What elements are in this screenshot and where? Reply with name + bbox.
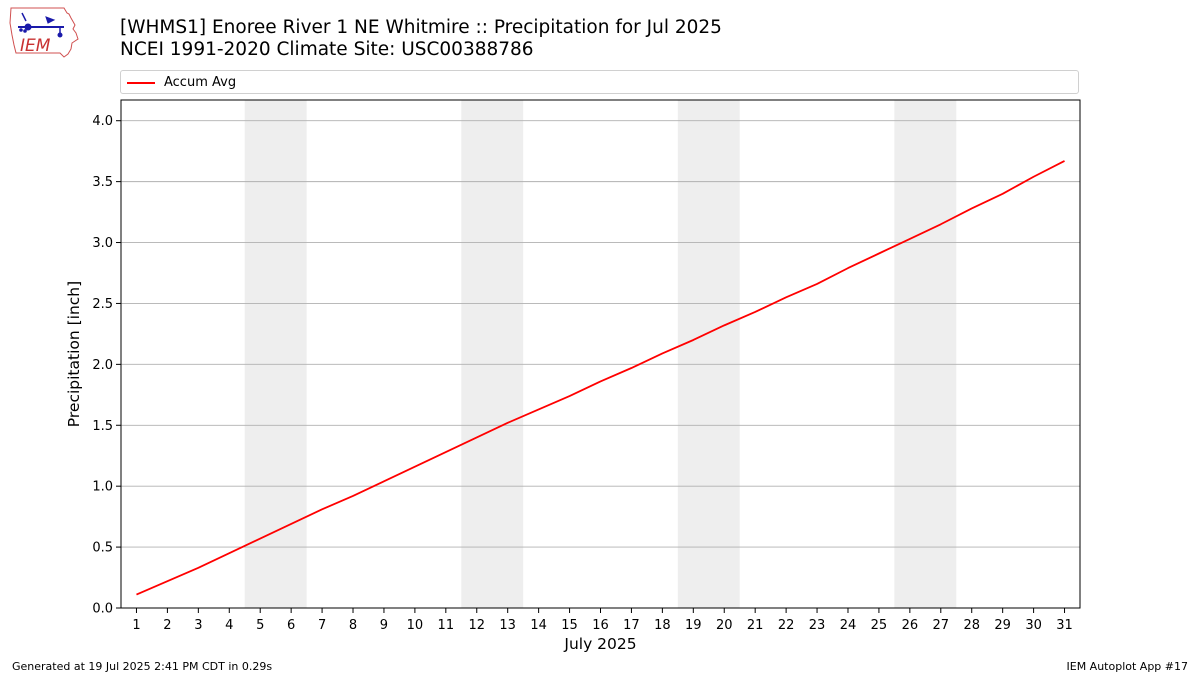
x-tick-label: 18 bbox=[654, 618, 671, 633]
y-tick-label: 3.5 bbox=[92, 175, 113, 190]
x-tick-label: 5 bbox=[256, 618, 264, 633]
iem-logo: IEM bbox=[9, 7, 79, 58]
chart-title: [WHMS1] Enoree River 1 NE Whitmire :: Pr… bbox=[120, 17, 722, 38]
legend-label: Accum Avg bbox=[164, 75, 237, 90]
weather-station-icon bbox=[18, 12, 64, 38]
x-tick-label: 19 bbox=[685, 618, 702, 633]
x-tick-label: 15 bbox=[561, 618, 578, 633]
weekend-band-2 bbox=[677, 100, 740, 608]
footer-generated: Generated at 19 Jul 2025 2:41 PM CDT in … bbox=[12, 660, 273, 673]
data-point bbox=[228, 552, 231, 555]
data-point bbox=[939, 223, 942, 226]
data-point bbox=[135, 593, 138, 596]
data-point bbox=[908, 237, 911, 240]
y-tick-label: 0.5 bbox=[92, 541, 113, 556]
data-point bbox=[723, 324, 726, 327]
y-tick-label: 0.0 bbox=[92, 602, 113, 617]
y-tick-label: 2.0 bbox=[92, 358, 113, 373]
data-point bbox=[506, 421, 509, 424]
data-point bbox=[259, 537, 262, 540]
x-tick-label: 25 bbox=[871, 618, 888, 633]
series-layer bbox=[135, 159, 1066, 596]
weekend-shading bbox=[244, 100, 957, 608]
x-tick-label: 31 bbox=[1056, 618, 1073, 633]
data-point bbox=[661, 352, 664, 355]
x-tick-label: 3 bbox=[194, 618, 202, 633]
data-point bbox=[599, 380, 602, 383]
x-tick-label: 29 bbox=[994, 618, 1011, 633]
series-line-accum-avg bbox=[136, 160, 1065, 596]
data-point bbox=[382, 480, 385, 483]
x-tick-label: 24 bbox=[840, 618, 857, 633]
y-tick-label: 1.0 bbox=[92, 480, 113, 495]
y-axis-label: Precipitation [inch] bbox=[65, 281, 83, 427]
data-point bbox=[413, 465, 416, 468]
y-tick-label: 2.5 bbox=[92, 297, 113, 312]
x-tick-label: 20 bbox=[716, 618, 733, 633]
iowa-state-outline-icon bbox=[9, 7, 79, 58]
data-point bbox=[444, 450, 447, 453]
x-axis-ticks: 1 2 3 4 5 6 7 8 9 10 11 12 13 14 15 16 17 18 19 20 21 22 23 24 2… bbox=[132, 608, 1073, 633]
data-point bbox=[815, 282, 818, 285]
data-point bbox=[351, 494, 354, 497]
x-tick-label: 4 bbox=[225, 618, 233, 633]
chart-legend: Accum Avg bbox=[120, 70, 1079, 94]
data-point bbox=[846, 267, 849, 270]
x-tick-label: 6 bbox=[287, 618, 295, 633]
x-tick-label: 27 bbox=[933, 618, 950, 633]
weekend-band-3 bbox=[894, 100, 957, 608]
x-tick-label: 1 bbox=[132, 618, 140, 633]
y-tick-label: 3.0 bbox=[92, 236, 113, 251]
data-point bbox=[754, 310, 757, 313]
data-point bbox=[320, 508, 323, 511]
data-point bbox=[785, 296, 788, 299]
data-point bbox=[537, 408, 540, 411]
x-tick-label: 10 bbox=[407, 618, 424, 633]
x-tick-label: 21 bbox=[747, 618, 764, 633]
footer-app: IEM Autoplot App #17 bbox=[1066, 660, 1189, 673]
legend-swatch bbox=[127, 82, 155, 84]
data-point bbox=[568, 394, 571, 397]
y-tick-label: 4.0 bbox=[92, 114, 113, 129]
x-tick-label: 8 bbox=[349, 618, 357, 633]
data-point bbox=[475, 436, 478, 439]
x-tick-label: 26 bbox=[902, 618, 919, 633]
x-tick-label: 23 bbox=[809, 618, 826, 633]
x-tick-label: 28 bbox=[963, 618, 980, 633]
data-point bbox=[877, 252, 880, 255]
x-tick-label: 2 bbox=[163, 618, 171, 633]
x-tick-label: 30 bbox=[1025, 618, 1042, 633]
data-point bbox=[630, 366, 633, 369]
x-tick-label: 22 bbox=[778, 618, 795, 633]
x-tick-label: 12 bbox=[468, 618, 485, 633]
x-tick-label: 17 bbox=[623, 618, 640, 633]
data-point bbox=[290, 522, 293, 525]
data-point bbox=[1032, 175, 1035, 178]
data-point bbox=[197, 566, 200, 569]
weekend-band-1 bbox=[461, 100, 524, 608]
data-point bbox=[166, 580, 169, 583]
x-tick-label: 7 bbox=[318, 618, 326, 633]
data-point bbox=[1001, 192, 1004, 195]
x-tick-label: 13 bbox=[499, 618, 516, 633]
y-tick-label: 1.5 bbox=[92, 419, 113, 434]
x-axis-label: July 2025 bbox=[563, 635, 636, 653]
data-point bbox=[1063, 159, 1066, 162]
chart-subtitle: NCEI 1991-2020 Climate Site: USC00388786 bbox=[120, 39, 534, 60]
x-tick-label: 11 bbox=[438, 618, 455, 633]
x-tick-label: 16 bbox=[592, 618, 609, 633]
logo-text: IEM bbox=[20, 36, 51, 56]
data-point bbox=[970, 207, 973, 210]
y-axis-ticks: 0.0 0.5 1.0 1.5 2.0 2.5 3.0 3.5 4.0 bbox=[92, 114, 121, 617]
x-tick-label: 9 bbox=[380, 618, 388, 633]
x-tick-label: 14 bbox=[530, 618, 547, 633]
data-point bbox=[692, 338, 695, 341]
weekend-band-0 bbox=[244, 100, 307, 608]
